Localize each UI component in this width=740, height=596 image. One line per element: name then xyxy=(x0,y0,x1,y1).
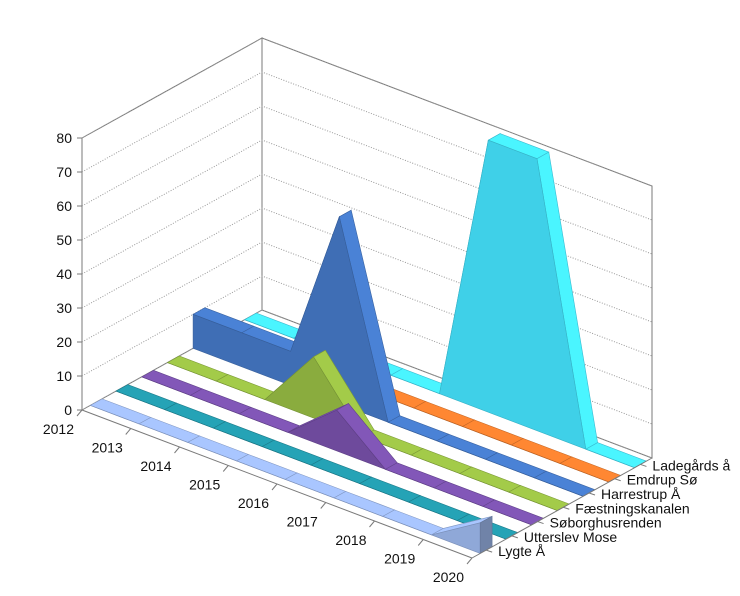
y-tick-label: 10 xyxy=(56,368,72,384)
series-segment-top xyxy=(484,452,547,479)
depth-tick xyxy=(588,492,596,496)
series-segment-top xyxy=(189,388,252,415)
series-Fæstningskanalen xyxy=(166,349,570,511)
x-tick xyxy=(271,483,278,491)
series-segment-top xyxy=(215,374,278,400)
y-tick-label: 80 xyxy=(56,130,72,146)
x-tick-label: 2018 xyxy=(335,532,366,548)
depth-tick xyxy=(537,521,544,525)
series-Lygte Å xyxy=(89,398,493,554)
series-segment-top xyxy=(163,402,227,429)
series-segment-top xyxy=(212,421,275,447)
x-tick xyxy=(369,520,375,528)
series-segment-top xyxy=(384,462,447,489)
depth-tick xyxy=(640,463,647,467)
gridline xyxy=(81,105,653,255)
series-segment-top xyxy=(559,456,622,483)
y-tick-label: 30 xyxy=(56,300,72,316)
series-segment-top xyxy=(585,442,648,469)
x-tick xyxy=(466,557,473,565)
series-segment-top xyxy=(381,509,445,536)
x-tick xyxy=(76,409,83,417)
series-segment-top xyxy=(413,401,476,427)
series-label: Ladegårds å xyxy=(652,457,730,473)
series-label: Fæstningskanalen xyxy=(575,500,689,516)
depth-tick xyxy=(485,549,493,553)
x-tick-label: 2012 xyxy=(43,421,74,437)
series-segment-top xyxy=(115,384,178,410)
series-segment-top xyxy=(138,417,201,443)
series-area-front xyxy=(167,356,558,511)
y-tick-label: 0 xyxy=(64,402,72,418)
series-label: Lygte Å xyxy=(498,543,546,559)
series-segment-top xyxy=(358,476,422,503)
depth-tick xyxy=(511,535,519,539)
gridline xyxy=(81,71,653,221)
x-tick-label: 2014 xyxy=(140,458,171,474)
series-segment-top xyxy=(166,355,229,382)
x-tick xyxy=(417,539,424,546)
series-segment-top xyxy=(238,406,301,433)
depth-axis-line xyxy=(471,457,653,559)
x-tick xyxy=(222,465,229,472)
series-segment-top xyxy=(433,480,496,507)
series-segment-top xyxy=(510,438,573,464)
series-segment-top xyxy=(235,454,298,480)
x-tick-label: 2016 xyxy=(238,495,269,511)
series-segment-top xyxy=(261,439,324,466)
series-Utterslev Mose xyxy=(115,384,519,540)
x-tick xyxy=(320,502,327,509)
x-tick-label: 2013 xyxy=(92,440,123,456)
series-segment-top xyxy=(410,448,473,474)
gridline xyxy=(81,37,653,187)
series-label: Harrestrup Å xyxy=(601,486,681,502)
depth-tick xyxy=(563,506,570,510)
y-tick-label: 70 xyxy=(56,164,72,180)
depth-tick xyxy=(614,478,621,482)
y-tick-label: 20 xyxy=(56,334,72,350)
series-area-front xyxy=(192,215,584,497)
series-segment-top xyxy=(186,435,250,462)
series-Harrestrup Å xyxy=(192,209,596,497)
series-segment-top xyxy=(284,472,347,499)
series-segment-top xyxy=(89,398,152,425)
series-segment-top xyxy=(436,433,499,460)
series-label: Utterslev Mose xyxy=(524,529,618,545)
x-tick-label: 2015 xyxy=(189,477,220,493)
series-segment-top xyxy=(407,495,470,521)
x-tick-label: 2020 xyxy=(433,569,464,585)
x-tick xyxy=(125,428,132,435)
y-tick-label: 50 xyxy=(56,232,72,248)
series-segment-top xyxy=(140,369,203,396)
x-tick-label: 2019 xyxy=(384,551,415,567)
series-Søborghusrenden xyxy=(140,369,545,526)
series-label: Emdrup Sø xyxy=(627,472,698,488)
series-layer xyxy=(89,133,648,554)
axis-labels: 0 10 20 30 40 50 60 70 80 2012 2013 2014 2015 2016 201… xyxy=(43,130,731,585)
series-segment-top xyxy=(310,458,373,484)
series-segment-top xyxy=(387,415,450,442)
y-tick-label: 40 xyxy=(56,266,72,282)
x-tick-label: 2017 xyxy=(287,514,318,530)
x-tick xyxy=(174,446,180,454)
series-segment-top xyxy=(533,470,596,497)
series-segment-top xyxy=(459,466,522,493)
series-segment-top xyxy=(461,419,524,446)
series-segment-top xyxy=(507,485,570,511)
series-label: Søborghusrenden xyxy=(550,515,662,531)
y-tick-label: 60 xyxy=(56,198,72,214)
series-segment-top xyxy=(333,491,396,517)
series-area-front xyxy=(141,376,532,526)
